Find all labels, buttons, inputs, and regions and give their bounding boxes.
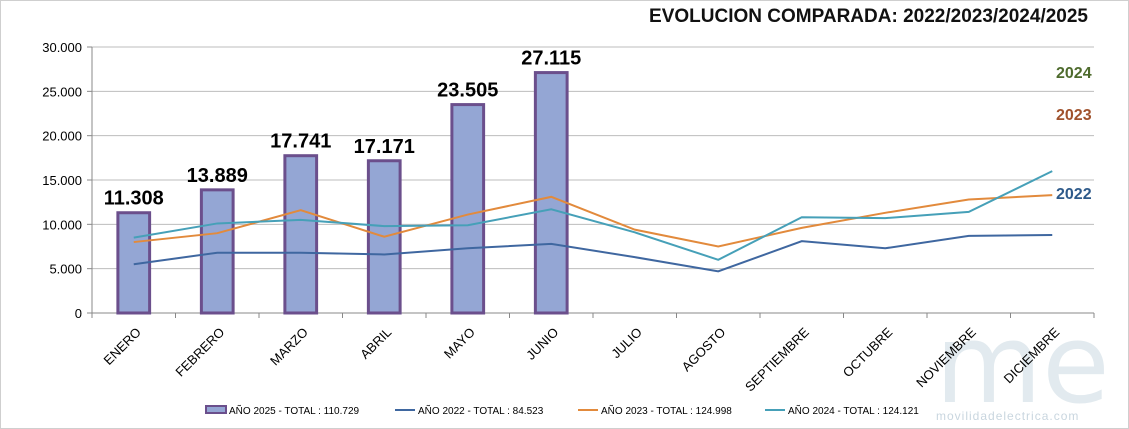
watermark-text: movilidadelectrica.com (936, 409, 1080, 423)
y-tick-label: 5.000 (49, 262, 82, 277)
x-tick-label: MARZO (267, 325, 311, 369)
y-tick-label: 0 (75, 306, 82, 321)
x-tick-label: JULIO (608, 325, 645, 362)
legend-entry: AÑO 2022 - TOTAL : 84.523 (418, 404, 544, 417)
y-tick-label: 10.000 (42, 217, 82, 232)
bar (283, 154, 319, 315)
legend-swatch (205, 405, 227, 414)
series-line (133, 233, 1053, 273)
x-tick-label: ABRIL (357, 325, 394, 362)
x-tick-label: FEBRERO (172, 325, 227, 380)
x-tick-label: AGOSTO (679, 325, 729, 375)
x-tick-label: SEPTIEMBRE (742, 324, 812, 394)
bar-value-label: 23.505 (437, 80, 498, 102)
y-tick-label: 15.000 (42, 173, 82, 188)
bar (199, 188, 235, 315)
bar-value-label: 11.308 (104, 188, 164, 210)
side-year-labels: 2024 2023 2022 (1056, 65, 1092, 203)
svg-text:me: me (935, 300, 1110, 428)
y-tick-label: 25.000 (42, 84, 82, 99)
watermark-logo-icon: me (935, 300, 1110, 428)
bar-series-2025 (116, 71, 569, 315)
bar-value-label: 13.889 (187, 165, 248, 187)
series-line (133, 170, 1053, 261)
bar (450, 103, 486, 315)
bar-value-label: 17.741 (270, 131, 331, 153)
bar-value-label: 17.171 (354, 136, 415, 158)
y-tick-label: 20.000 (42, 129, 82, 144)
chart-title: EVOLUCION COMPARADA: 2022/2023/2024/2025 (649, 6, 1088, 27)
legend: AÑO 2025 - TOTAL : 110.729 AÑO 2022 - TOT… (205, 404, 919, 417)
x-tick-label: OCTUBRE (840, 324, 896, 380)
side-year-label: 2023 (1056, 107, 1092, 124)
x-tick-label: ENERO (101, 325, 144, 368)
x-tick-label: MAYO (441, 325, 478, 362)
side-year-label: 2022 (1056, 186, 1092, 203)
y-axis: 0 5.000 10.000 15.000 20.000 25.000 30.000 (42, 40, 93, 321)
x-tick-label: JUNIO (523, 325, 561, 363)
side-year-label: 2024 (1056, 65, 1092, 82)
legend-entry: AÑO 2024 - TOTAL : 124.121 (788, 404, 919, 417)
bar-value-label: 27.115 (521, 48, 581, 70)
legend-entry: AÑO 2023 - TOTAL : 124.998 (601, 404, 732, 417)
bar-data-labels: 11.308 13.889 17.741 17.171 23.505 27.115 (104, 48, 582, 210)
y-tick-label: 30.000 (42, 40, 82, 55)
series-line (133, 194, 1053, 248)
bar (533, 71, 569, 315)
line-series (133, 170, 1053, 273)
legend-entry: AÑO 2025 - TOTAL : 110.729 (229, 404, 360, 417)
